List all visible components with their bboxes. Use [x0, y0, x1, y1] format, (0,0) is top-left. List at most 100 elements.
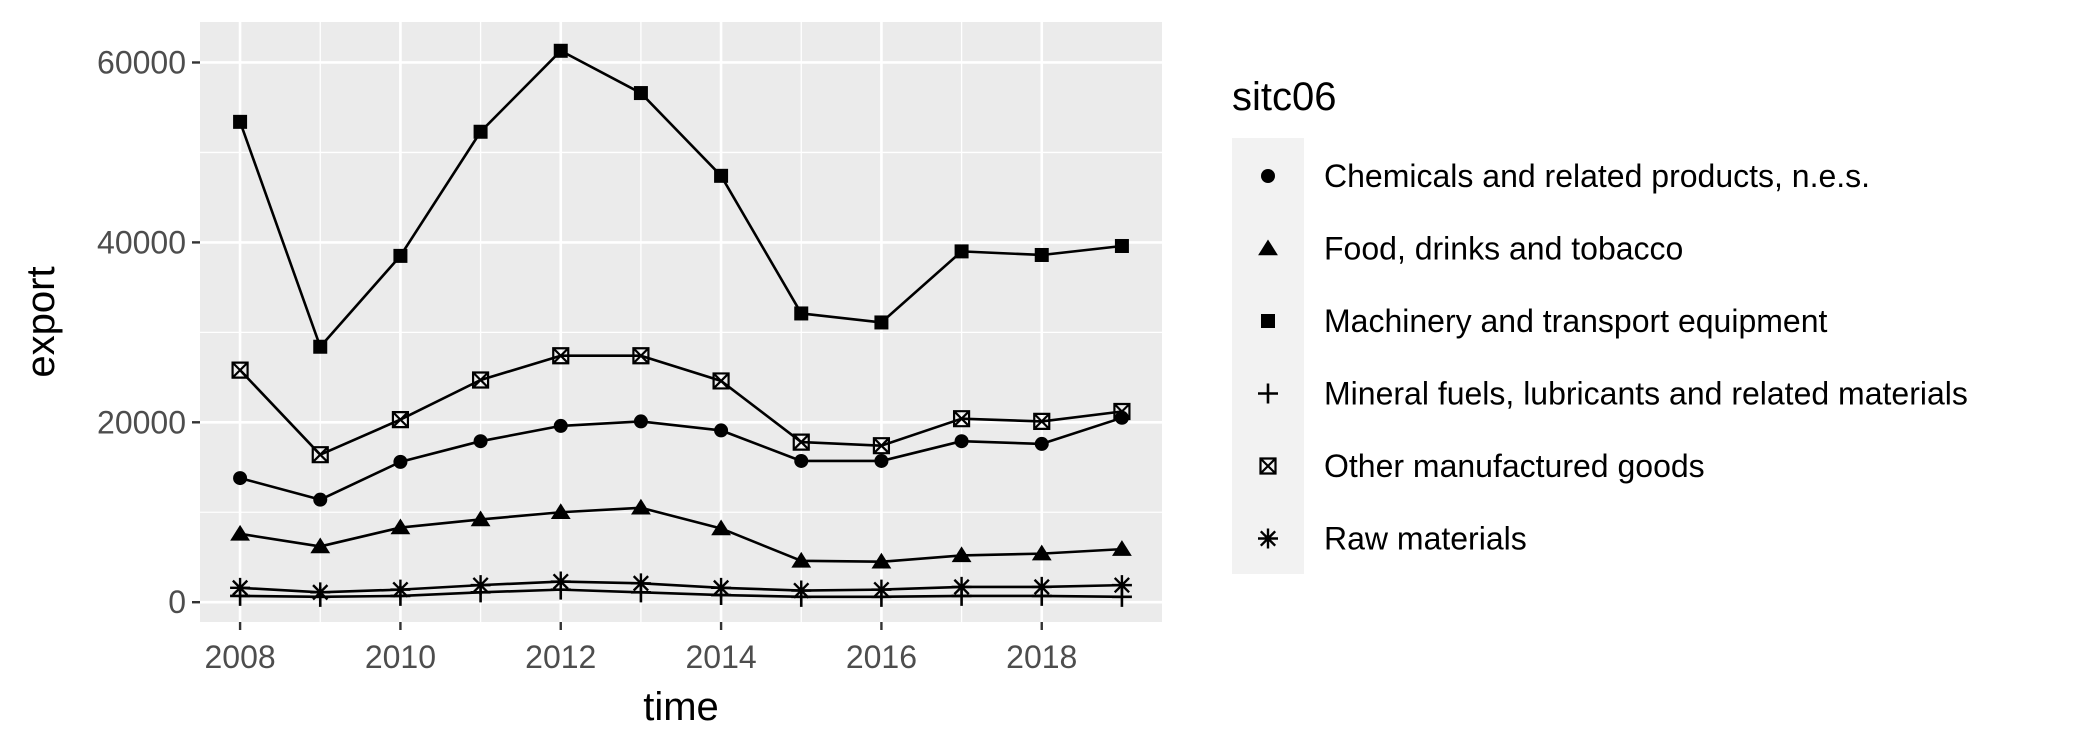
series-line-other-manufactured-goods [239, 354, 1123, 456]
data-point-raw-materials [390, 579, 411, 600]
y-tick-labels: 0 20000 40000 60000 [97, 44, 186, 620]
data-point-machinery-and-transport-equipment [954, 244, 969, 259]
data-point-raw-materials [630, 573, 651, 594]
plot-panel [200, 22, 1162, 622]
data-point-food-drinks-and-tobacco [951, 546, 972, 563]
data-point-food-drinks-and-tobacco [390, 518, 411, 535]
legend-label: Other manufactured goods [1324, 448, 1705, 484]
data-point-machinery-and-transport-equipment [794, 306, 809, 321]
data-point-raw-materials [951, 576, 972, 597]
x-tick-label: 2016 [846, 639, 917, 675]
series-line-mineral-fuels-lubricants-and-related-materials [240, 588, 1122, 599]
data-point-machinery-and-transport-equipment [393, 248, 408, 263]
data-point-machinery-and-transport-equipment [874, 315, 889, 330]
legend-key-circle [1261, 169, 1275, 183]
legend-label: Chemicals and related products, n.e.s. [1324, 158, 1870, 194]
minor-gridlines [200, 22, 1162, 622]
data-point-machinery-and-transport-equipment [1034, 247, 1049, 262]
data-point-food-drinks-and-tobacco [470, 510, 491, 527]
data-point-other-manufactured-goods [792, 433, 810, 451]
axis-ticks [192, 61, 1043, 630]
data-point-machinery-and-transport-equipment [473, 124, 488, 139]
legend-key-square [1261, 314, 1275, 328]
data-point-food-drinks-and-tobacco [791, 551, 812, 568]
legend-key-boxcross [1259, 457, 1277, 475]
y-tick-label: 40000 [97, 224, 186, 260]
data-point-chemicals-and-related-products-n-e-s [633, 414, 648, 429]
series-points [230, 43, 1132, 607]
data-point-raw-materials [310, 582, 331, 603]
data-point-food-drinks-and-tobacco [230, 524, 250, 541]
data-point-raw-materials [1031, 576, 1052, 597]
y-tick-label: 20000 [97, 404, 186, 440]
data-point-food-drinks-and-tobacco [631, 498, 651, 515]
data-point-other-manufactured-goods [1113, 402, 1131, 421]
x-tick-label: 2010 [365, 639, 436, 675]
data-point-machinery-and-transport-equipment [1114, 238, 1129, 253]
data-point-chemicals-and-related-products-n-e-s [473, 434, 488, 449]
x-tick-labels: 2008 2010 2012 2014 2016 2018 [204, 639, 1077, 675]
data-point-chemicals-and-related-products-n-e-s [553, 418, 568, 433]
data-point-chemicals-and-related-products-n-e-s [233, 471, 248, 486]
data-point-food-drinks-and-tobacco [711, 519, 731, 536]
data-point-other-manufactured-goods [952, 410, 971, 428]
data-point-other-manufactured-goods [471, 371, 490, 389]
x-tick-label: 2008 [204, 639, 275, 675]
data-point-other-manufactured-goods [632, 347, 650, 365]
legend-label: Machinery and transport equipment [1324, 303, 1828, 339]
data-point-raw-materials [871, 579, 892, 600]
legend-label: Mineral fuels, lubricants and related ma… [1324, 376, 1968, 412]
data-point-raw-materials [230, 577, 251, 598]
data-point-raw-materials [470, 575, 491, 596]
data-point-raw-materials [1111, 575, 1132, 596]
x-tick-label: 2012 [525, 639, 596, 675]
data-point-machinery-and-transport-equipment [553, 43, 568, 58]
data-point-machinery-and-transport-equipment [714, 168, 729, 183]
x-axis-title: time [643, 685, 719, 729]
legend-key-background [1232, 138, 1304, 574]
series-line-machinery-and-transport-equipment [238, 49, 1123, 349]
data-point-food-drinks-and-tobacco [310, 537, 331, 554]
data-point-food-drinks-and-tobacco [1112, 540, 1132, 556]
data-point-food-drinks-and-tobacco [550, 503, 571, 520]
data-point-other-manufactured-goods [231, 361, 249, 379]
legend-label: Raw materials [1324, 521, 1527, 557]
legend: sitc06 Chemicals and related products, n… [1232, 75, 1968, 574]
data-point-other-manufactured-goods [391, 411, 410, 429]
series-line-chemicals-and-related-products-n-e-s [239, 416, 1123, 501]
data-point-other-manufactured-goods [872, 437, 891, 455]
series-line-food-drinks-and-tobacco [239, 506, 1122, 564]
data-point-machinery-and-transport-equipment [313, 339, 328, 354]
data-point-machinery-and-transport-equipment [633, 86, 648, 101]
series-line-raw-materials [240, 580, 1122, 594]
y-tick-label: 0 [168, 584, 186, 620]
data-point-raw-materials [791, 580, 812, 601]
data-point-chemicals-and-related-products-n-e-s [313, 492, 328, 507]
data-point-other-manufactured-goods [712, 372, 730, 390]
data-point-chemicals-and-related-products-n-e-s [874, 453, 889, 468]
data-point-food-drinks-and-tobacco [871, 552, 892, 569]
data-point-raw-materials [550, 571, 571, 592]
data-point-other-manufactured-goods [311, 446, 329, 464]
x-tick-label: 2018 [1006, 639, 1077, 675]
data-point-machinery-and-transport-equipment [233, 114, 248, 129]
legend-key-asterisk [1258, 528, 1278, 549]
data-point-other-manufactured-goods [1033, 412, 1051, 430]
legend-entries: Chemicals and related products, n.e.s. Fo… [1258, 158, 1968, 557]
data-point-food-drinks-and-tobacco [1031, 544, 1052, 561]
data-point-other-manufactured-goods [552, 347, 570, 365]
y-axis-title: export [19, 266, 63, 377]
data-point-chemicals-and-related-products-n-e-s [794, 453, 809, 468]
x-tick-label: 2014 [685, 639, 756, 675]
legend-key-triangle [1258, 239, 1278, 256]
series-lines [238, 49, 1123, 599]
data-point-chemicals-and-related-products-n-e-s [714, 423, 729, 438]
legend-label: Food, drinks and tobacco [1324, 231, 1683, 267]
data-point-raw-materials [711, 577, 732, 598]
legend-title: sitc06 [1232, 75, 1337, 119]
data-point-chemicals-and-related-products-n-e-s [1034, 436, 1049, 451]
data-point-chemicals-and-related-products-n-e-s [393, 454, 408, 469]
y-tick-label: 60000 [97, 44, 186, 80]
data-point-chemicals-and-related-products-n-e-s [954, 434, 969, 449]
